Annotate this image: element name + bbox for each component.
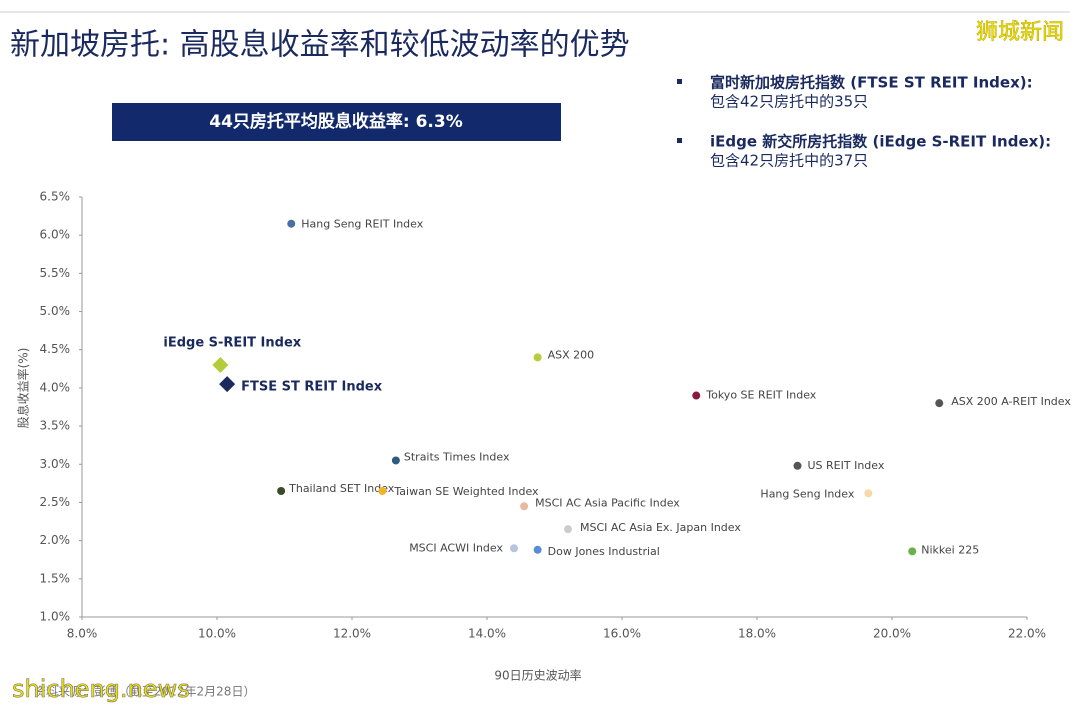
- y-tick-label: 4.5%: [40, 342, 71, 356]
- point-label: US REIT Index: [808, 459, 885, 472]
- point: [793, 461, 802, 470]
- point: [935, 399, 944, 408]
- y-tick-label: 5.0%: [40, 304, 71, 318]
- point: [391, 456, 400, 465]
- y-tick-label: 6.5%: [40, 190, 71, 204]
- note-text: 包含42只房托中的35只: [710, 93, 868, 111]
- note-title: iEdge 新交所房托指数 (iEdge S-REIT Index):: [710, 133, 1051, 151]
- point-label: Straits Times Index: [404, 450, 510, 463]
- slide-title: 新加坡房托: 高股息收益率和较低波动率的优势: [10, 28, 630, 63]
- point: [510, 544, 518, 553]
- point-label: Nikkei 225: [921, 543, 979, 556]
- point-label: MSCI AC Asia Ex. Japan Index: [580, 521, 741, 534]
- note-text: 包含42只房托中的37只: [710, 152, 868, 170]
- point: [564, 525, 572, 534]
- y-tick-label: 4.0%: [40, 380, 71, 394]
- watermark: 狮城新闻: [976, 20, 1064, 45]
- x-tick-label: 22.0%: [1008, 627, 1046, 641]
- x-tick-label: 14.0%: [468, 627, 506, 641]
- point-label: MSCI AC Asia Pacific Index: [535, 496, 680, 509]
- x-tick-label: 20.0%: [873, 627, 911, 641]
- watermark-url: shicheng.news: [12, 675, 190, 703]
- point-label: FTSE ST REIT Index: [241, 380, 383, 395]
- y-tick-label: 1.5%: [40, 571, 71, 585]
- y-tick-label: 3.5%: [40, 419, 71, 433]
- point: [212, 357, 229, 373]
- x-tick-label: 10.0%: [198, 627, 236, 641]
- banner-text: 44只房托平均股息收益率: 6.3%: [209, 111, 463, 132]
- y-tick-label: 2.0%: [40, 533, 71, 547]
- y-tick-label: 1.0%: [40, 610, 71, 624]
- y-tick-label: 6.0%: [40, 228, 71, 242]
- point: [692, 391, 701, 400]
- y-tick-label: 2.5%: [40, 495, 71, 509]
- point: [287, 219, 296, 228]
- x-tick-label: 12.0%: [333, 627, 371, 641]
- banner-box: [112, 103, 561, 141]
- y-tick-label: 3.0%: [40, 457, 71, 471]
- point: [277, 487, 286, 495]
- point: [378, 487, 387, 495]
- y-tick-label: 5.5%: [40, 266, 71, 280]
- y-axis-label: 股息收益率(%): [16, 348, 31, 429]
- point: [520, 502, 529, 511]
- point-label: Hang Seng Index: [760, 487, 854, 500]
- x-axis-label: 90日历史波动率: [494, 668, 581, 683]
- point-label: Hang Seng REIT Index: [301, 218, 423, 231]
- point-label: Dow Jones Industrial: [548, 545, 660, 558]
- point: [533, 545, 542, 554]
- bullet: [677, 79, 682, 84]
- point-label: iEdge S-REIT Index: [163, 336, 301, 351]
- point-label: Tokyo SE REIT Index: [705, 389, 817, 402]
- x-tick-label: 16.0%: [603, 627, 641, 641]
- point-label: MSCI ACWI Index: [409, 541, 503, 554]
- point-label: Thailand SET Index: [288, 482, 395, 495]
- point-label: Taiwan SE Weighted Index: [393, 485, 539, 498]
- point-label: ASX 200: [548, 348, 595, 361]
- point-label: ASX 200 A-REIT Index: [951, 395, 1071, 408]
- source: 资料来源：彭博（截至2022年2月28日）: [34, 684, 255, 699]
- note-title: 富时新加坡房托指数 (FTSE ST REIT Index):: [710, 74, 1033, 92]
- bullet: [677, 138, 682, 143]
- x-tick-label: 8.0%: [67, 627, 98, 641]
- point: [219, 376, 236, 393]
- point: [533, 353, 542, 362]
- x-tick-label: 18.0%: [738, 627, 776, 641]
- point: [908, 547, 917, 556]
- point: [864, 489, 873, 498]
